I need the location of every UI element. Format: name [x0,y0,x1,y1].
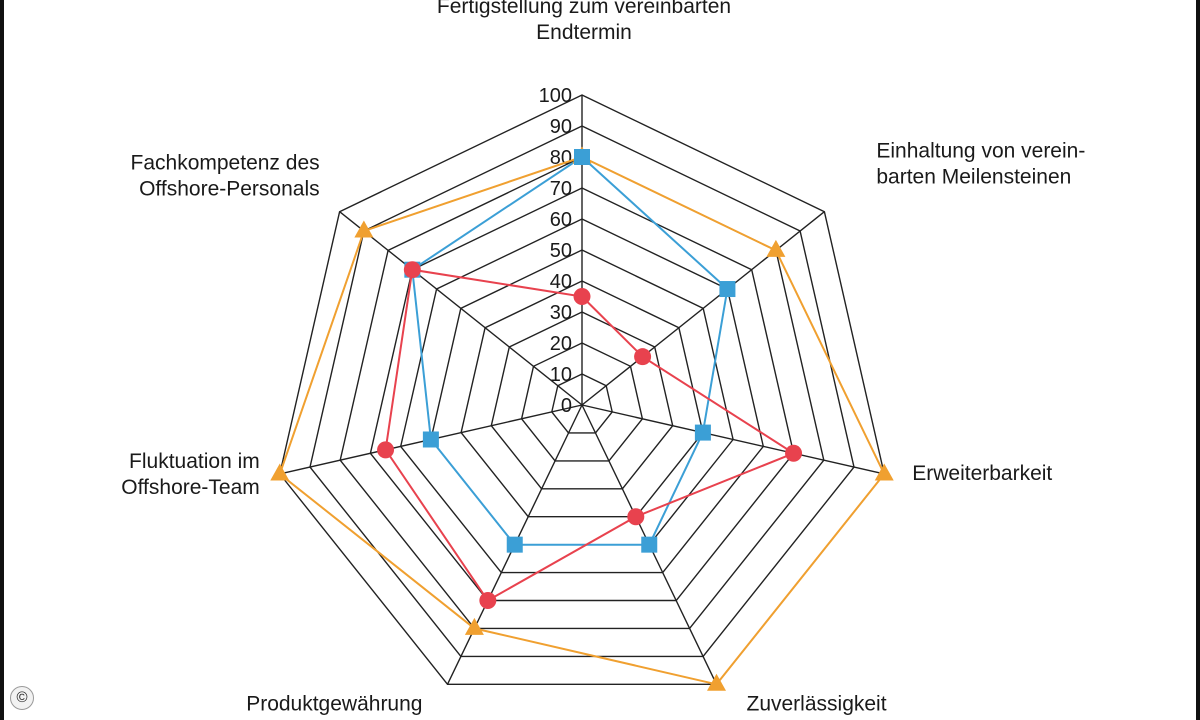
axis-spoke-3 [581,404,885,475]
axis-label-4-line-1: Zuverlässigkeit [747,692,887,715]
series-2-point-4 [641,536,658,553]
axis-label-1-line-1: Fertigstellung zum vereinbarten [437,0,731,18]
axis-spoke-7 [339,211,583,406]
series-2-point-1 [574,149,590,165]
series-2-point-5 [506,536,523,553]
axis-label-5-line-1: Produktgewährung [246,692,422,715]
grid-ring-30 [490,311,674,490]
series-3-point-6 [377,441,395,459]
frame-border-left [0,0,4,720]
axis-label-2-line-1: Einhaltung von verein- [876,140,1085,163]
series-3-point-7 [403,261,421,279]
copyright-icon: © [10,686,34,710]
grid-ring-100 [279,94,885,685]
series-1-point-5 [464,617,484,635]
grid-ring-20 [520,342,644,462]
tick-label-50: 50 [550,240,572,262]
tick-label-20: 20 [550,333,572,355]
grid-ring-80 [339,156,825,630]
axis-label-7-line-2: Offshore-Personals [139,178,320,201]
series-1-point-6 [270,463,290,481]
grid-ring-90 [309,125,855,658]
series-3-line [384,268,796,602]
series-3-point-4 [627,508,645,526]
grid-ring-40 [460,280,704,518]
grid-ring-60 [399,218,765,574]
tick-label-90: 90 [550,116,572,138]
tick-label-40: 40 [550,271,572,293]
tick-label-0: 0 [561,395,572,417]
axis-label-3-line-1: Erweiterbarkeit [912,462,1052,485]
series-1-point-7 [354,220,374,238]
series-2-line [411,155,729,546]
series-2-point-2 [719,281,736,298]
tick-label-10: 10 [550,364,572,386]
axis-label-1-line-2: Endtermin [536,21,632,44]
axis-spoke-2 [581,211,825,406]
series-1-line [278,155,886,686]
series-2-point-6 [422,431,439,448]
tick-label-100: 100 [539,85,572,107]
axis-label-2-line-2: barten Meilensteinen [876,166,1071,189]
series-1-point-2 [766,239,786,257]
series-3-point-3 [785,444,803,462]
series-3-point-1 [573,288,591,305]
series-1-point-4 [707,673,727,691]
axis-label-6-line-2: Offshore-Team [121,476,260,499]
axis-label-7-line-1: Fachkompetenz des [131,152,320,175]
series-2-point-3 [694,424,711,441]
series-1-point-3 [874,463,894,481]
frame-border-right [1196,0,1200,720]
grid-ring-70 [369,187,795,602]
series-3-point-5 [479,592,497,610]
tick-label-70: 70 [550,178,572,200]
tick-label-60: 60 [550,209,572,231]
grid-ring-10 [551,373,613,434]
series-3-point-2 [634,348,652,366]
axis-label-6-line-1: Fluktuation im [129,450,260,473]
tick-label-30: 30 [550,302,572,324]
tick-label-80: 80 [550,147,572,169]
